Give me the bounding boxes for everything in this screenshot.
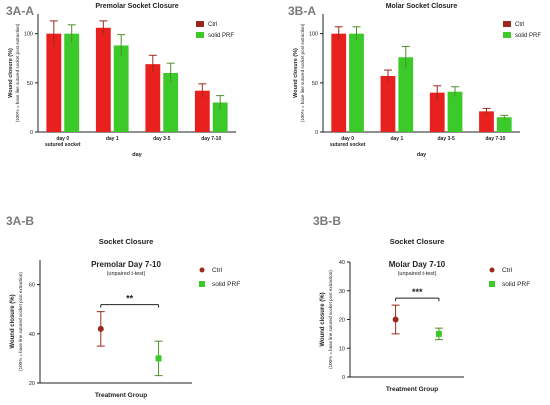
molar-bar-chart-ytick-label: 50 <box>312 81 318 87</box>
molar-dot-plot-point-prf <box>435 330 442 337</box>
premolar-bar-chart-ytick-label: 50 <box>27 81 33 87</box>
premolar-dot-plot-subtitle: Premolar Day 7-10 <box>91 260 161 269</box>
molar-dot-plot-legend-marker <box>489 281 495 287</box>
molar-bar-chart-legend-swatch <box>503 21 511 27</box>
premolar-bar-chart-bar <box>95 27 111 133</box>
molar-bar-chart-bar <box>380 75 396 132</box>
premolar-bar-chart-xtick-label: day 3-5 <box>153 136 170 142</box>
premolar-bar-chart-title: Premolar Socket Closure <box>95 3 178 10</box>
premolar-bar-chart-legend-swatch <box>196 32 204 38</box>
molar-dot-plot-title: Socket Closure <box>390 237 445 246</box>
premolar-bar-chart-xtick-label: day 0 <box>56 136 69 142</box>
molar-bar-chart-ytick-label: 0 <box>315 130 318 136</box>
molar-bar-chart-xtick-label: sutured socket <box>330 142 366 148</box>
premolar-bar-chart-xlabel: day <box>132 152 142 158</box>
premolar-dot-plot-legend-marker <box>199 281 205 287</box>
premolar-bar-chart-xtick-label: day 7-10 <box>201 136 221 142</box>
premolar-bar-chart-legend-label: solid PRF <box>208 33 234 39</box>
molar-dot-plot-ytick-label: 20 <box>339 318 345 324</box>
molar-dot-plot-significance: *** <box>412 287 423 297</box>
premolar-dot-plot-point-ctrl <box>97 325 104 332</box>
premolar-dot-plot-subtitle2: (unpaired t-test) <box>107 271 146 277</box>
premolar-dot-plot-title: Socket Closure <box>99 237 154 246</box>
premolar-dot-plot-ytick-label: 60 <box>29 283 35 289</box>
premolar-bar-chart-ylabel: Wound closure (%) <box>8 48 14 98</box>
molar-bar-chart-legend-label: Ctrl <box>515 22 524 28</box>
premolar-bar-chart-legend-label: Ctrl <box>208 22 217 28</box>
premolar-dot-plot-legend-marker <box>199 267 205 273</box>
molar-bar-chart-bar <box>496 117 512 132</box>
molar-bar-chart-xtick-label: day 3-5 <box>438 136 455 142</box>
premolar-bar-chart-xtick-label: day 1 <box>106 136 119 142</box>
premolar-bar-chart-bar <box>194 90 210 132</box>
molar-dot-plot-ylabel2: (100% = base line sutured socket post ex… <box>328 270 333 369</box>
molar-dot-plot-legend-label: Ctrl <box>502 267 513 274</box>
premolar-dot-plot-ylabel2: (100% = base line sutured socket post ex… <box>18 272 23 371</box>
premolar-dot-plot-ytick-label: 20 <box>29 381 35 387</box>
molar-bar-chart-legend-swatch <box>503 32 511 38</box>
molar-bar-chart-bar <box>398 57 414 133</box>
premolar-bar-chart-bar <box>212 102 228 132</box>
molar-dot-plot-ytick-label: 10 <box>339 346 345 352</box>
premolar-dot-plot-xlabel: Treatment Group <box>95 392 147 399</box>
molar-bar-chart-bar <box>447 91 463 132</box>
molar-dot-plot-ytick-label: 40 <box>339 260 345 266</box>
molar-bar-chart-xlabel: day <box>417 152 427 158</box>
premolar-bar-chart-legend-swatch <box>196 21 204 27</box>
premolar-dot-plot-point-prf <box>155 355 162 362</box>
panel-label-3a-b: 3A-B <box>6 214 35 228</box>
molar-bar-chart-ytick-label: 100 <box>309 32 318 38</box>
molar-bar-chart-xtick-label: day 7-10 <box>485 136 505 142</box>
molar-bar-chart-xtick-label: day 0 <box>341 136 354 142</box>
premolar-dot-plot-ylabel: Wound closure (%) <box>10 294 16 348</box>
molar-dot-plot-subtitle2: (unpaired t-test) <box>398 271 437 277</box>
molar-bar-chart-ylabel: Wound closure (%) <box>293 48 299 98</box>
molar-dot-plot-legend-marker <box>489 267 495 273</box>
premolar-bar-chart-bar <box>113 45 129 132</box>
panel-label-3b-b: 3B-B <box>313 214 342 228</box>
molar-bar-chart-legend-label: solid PRF <box>515 33 541 39</box>
molar-dot-plot-subtitle: Molar Day 7-10 <box>389 260 446 269</box>
molar-dot-plot-point-ctrl <box>392 316 399 323</box>
premolar-dot-plot-ytick-label: 40 <box>29 332 35 338</box>
premolar-bar-chart-xtick-label: sutured socket <box>45 142 81 148</box>
molar-bar-chart-bar <box>479 111 494 132</box>
premolar-bar-chart-ytick-label: 0 <box>30 130 33 136</box>
premolar-dot-plot-significance: ** <box>126 294 134 304</box>
molar-dot-plot-ytick-label: 0 <box>342 375 345 381</box>
molar-bar-chart-bar <box>331 33 347 132</box>
molar-dot-plot-legend-label: solid PRF <box>502 281 530 288</box>
panel-label-3b-a: 3B-A <box>288 4 317 18</box>
premolar-bar-chart-bar <box>163 73 179 132</box>
premolar-bar-chart-bar <box>145 64 161 132</box>
premolar-dot-plot-legend-label: solid PRF <box>212 281 240 288</box>
premolar-bar-chart-ylabel2: (100% = base line sutured socket post ex… <box>15 23 20 122</box>
panel-label-3a-a: 3A-A <box>6 4 35 18</box>
molar-bar-chart-xtick-label: day 1 <box>390 136 403 142</box>
molar-bar-chart-bar <box>429 92 445 132</box>
molar-bar-chart-bar <box>349 33 364 132</box>
premolar-bar-chart-bar <box>64 33 80 132</box>
molar-dot-plot-ylabel: Wound closure (%) <box>320 292 326 346</box>
molar-bar-chart-ylabel2: (100% = base line sutured socket post ex… <box>300 23 305 122</box>
molar-dot-plot-xlabel: Treatment Group <box>386 386 438 393</box>
molar-dot-plot-ytick-label: 30 <box>339 289 345 295</box>
premolar-bar-chart-bar <box>46 33 62 132</box>
molar-bar-chart-title: Molar Socket Closure <box>386 3 458 10</box>
premolar-dot-plot-legend-label: Ctrl <box>212 267 223 274</box>
premolar-bar-chart-ytick-label: 100 <box>24 32 33 38</box>
